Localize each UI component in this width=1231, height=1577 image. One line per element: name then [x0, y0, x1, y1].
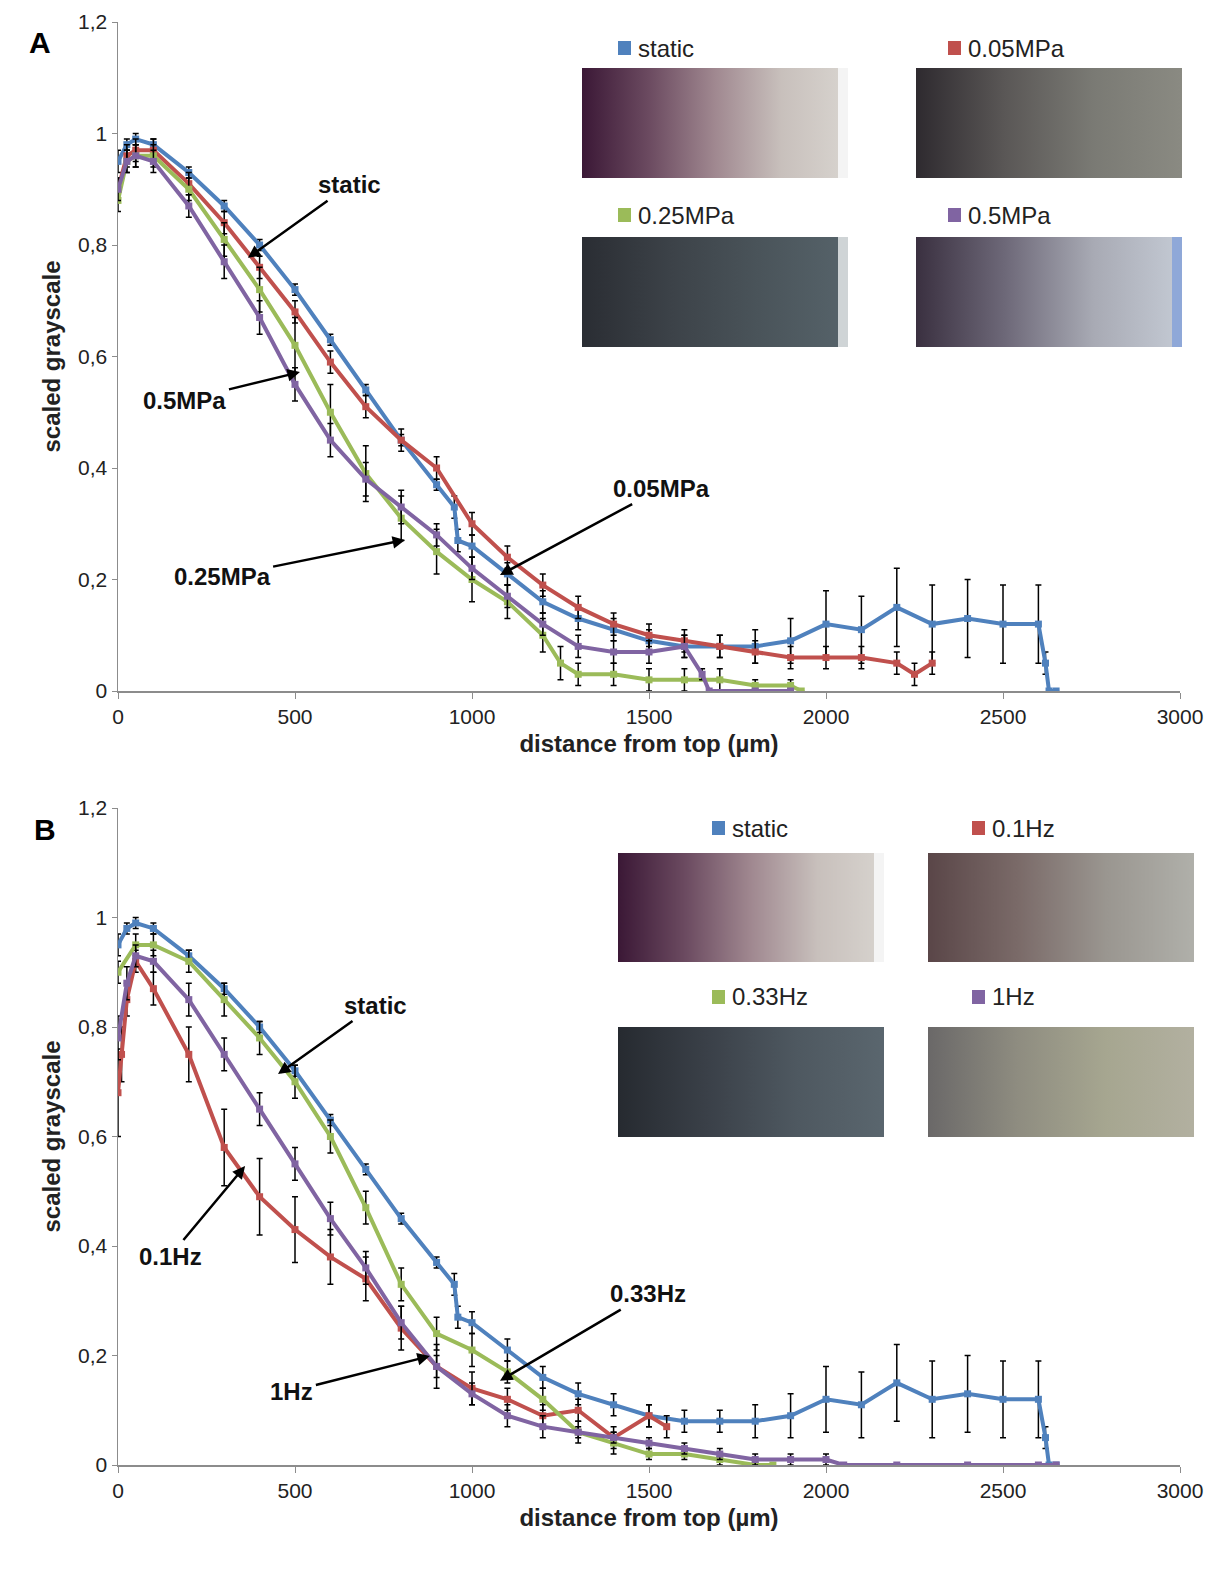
svg-text:2500: 2500	[980, 705, 1027, 728]
svg-text:distance from top (µm): distance from top (µm)	[519, 730, 778, 757]
svg-text:A: A	[29, 26, 51, 59]
svg-text:1000: 1000	[449, 1479, 496, 1502]
svg-text:static: static	[638, 35, 694, 62]
svg-text:1500: 1500	[626, 705, 673, 728]
svg-text:0.5MPa: 0.5MPa	[968, 202, 1051, 229]
svg-text:0,6: 0,6	[78, 1125, 107, 1148]
svg-text:0: 0	[96, 679, 108, 702]
svg-text:0.5MPa: 0.5MPa	[143, 387, 226, 414]
svg-text:0.05MPa: 0.05MPa	[968, 35, 1065, 62]
svg-text:0: 0	[96, 1453, 108, 1476]
svg-text:static: static	[344, 992, 407, 1019]
svg-text:0: 0	[112, 705, 124, 728]
svg-text:1500: 1500	[626, 1479, 673, 1502]
svg-text:1000: 1000	[449, 705, 496, 728]
svg-text:1,2: 1,2	[78, 10, 107, 33]
svg-text:0,2: 0,2	[78, 568, 107, 591]
svg-text:1,2: 1,2	[78, 796, 107, 819]
svg-text:scaled grayscale: scaled grayscale	[38, 260, 65, 452]
svg-text:500: 500	[277, 1479, 312, 1502]
svg-text:500: 500	[277, 705, 312, 728]
svg-text:distance from top (µm): distance from top (µm)	[519, 1504, 778, 1531]
svg-text:0: 0	[112, 1479, 124, 1502]
svg-text:3000: 3000	[1157, 1479, 1204, 1502]
svg-text:1Hz: 1Hz	[270, 1378, 313, 1405]
svg-text:0.33Hz: 0.33Hz	[732, 983, 808, 1010]
svg-text:0.25MPa: 0.25MPa	[638, 202, 735, 229]
svg-text:B: B	[34, 813, 56, 846]
svg-text:0,8: 0,8	[78, 1015, 107, 1038]
svg-text:0,2: 0,2	[78, 1344, 107, 1367]
svg-text:0,4: 0,4	[78, 456, 108, 479]
svg-text:0,4: 0,4	[78, 1234, 108, 1257]
svg-text:1: 1	[96, 906, 108, 929]
svg-text:0.33Hz: 0.33Hz	[610, 1280, 686, 1307]
svg-text:1Hz: 1Hz	[992, 983, 1035, 1010]
svg-text:0.25MPa: 0.25MPa	[174, 563, 271, 590]
svg-text:2000: 2000	[803, 705, 850, 728]
svg-text:2000: 2000	[803, 1479, 850, 1502]
svg-text:static: static	[318, 171, 381, 198]
svg-text:0,8: 0,8	[78, 233, 107, 256]
svg-text:scaled grayscale: scaled grayscale	[38, 1040, 65, 1232]
svg-text:0,6: 0,6	[78, 345, 107, 368]
svg-text:3000: 3000	[1157, 705, 1204, 728]
svg-text:static: static	[732, 815, 788, 842]
svg-text:0.1Hz: 0.1Hz	[992, 815, 1055, 842]
svg-text:0.1Hz: 0.1Hz	[139, 1243, 202, 1270]
svg-text:2500: 2500	[980, 1479, 1027, 1502]
svg-text:0.05MPa: 0.05MPa	[613, 475, 710, 502]
svg-text:1: 1	[96, 122, 108, 145]
